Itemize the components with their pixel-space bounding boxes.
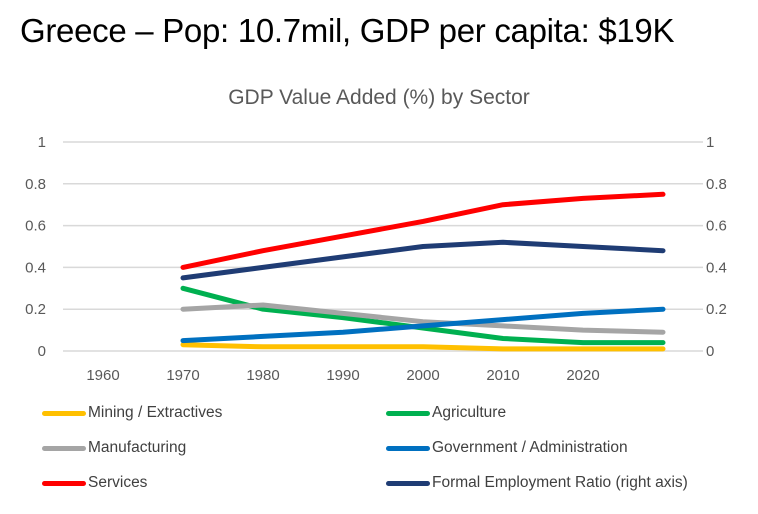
y-axis-left: 0 0.2 0.4 0.6 0.8 1 — [25, 134, 46, 360]
legend-item-services: Services — [42, 474, 147, 492]
chart-title: GDP Value Added (%) by Sector — [228, 86, 530, 109]
y-tick-label-right: 0.4 — [706, 259, 727, 276]
legend-label-agriculture: Agriculture — [432, 404, 507, 421]
y-tick-label-left: 0.8 — [25, 176, 46, 193]
legend-swatch-agriculture — [386, 410, 430, 416]
y-tick-label-left: 0.6 — [25, 218, 46, 235]
y-tick-label-left: 0 — [38, 343, 46, 360]
x-tick-label: 2000 — [406, 367, 439, 384]
y-tick-label-left: 0.2 — [25, 301, 46, 318]
x-tick-label: 1970 — [166, 367, 199, 384]
legend-swatch-government — [386, 445, 430, 451]
series-line-services — [180, 191, 666, 270]
legend-swatch-services — [42, 480, 86, 486]
series-line-government-administration — [180, 306, 666, 344]
legend-label-government: Government / Administration — [432, 439, 628, 456]
legend-item-manufacturing: Manufacturing — [42, 439, 186, 457]
x-tick-label: 2010 — [486, 367, 519, 384]
y-tick-label-right: 0.8 — [706, 176, 727, 193]
x-axis: 1960 1970 1980 1990 2000 2010 2020 — [86, 367, 599, 384]
series-lines — [180, 191, 666, 352]
legend-label-employment: Formal Employment Ratio (right axis) — [432, 474, 688, 491]
y-tick-label-left: 1 — [38, 134, 46, 151]
legend-label-services: Services — [88, 474, 148, 491]
legend-item-agriculture: Agriculture — [386, 404, 506, 422]
x-tick-label: 1990 — [326, 367, 359, 384]
legend-swatch-manufacturing — [42, 445, 86, 451]
y-tick-label-right: 1 — [706, 134, 714, 151]
x-tick-label: 2020 — [566, 367, 599, 384]
y-axis-right: 0 0.2 0.4 0.6 0.8 1 — [706, 134, 727, 360]
x-tick-label: 1980 — [246, 367, 279, 384]
x-tick-label: 1960 — [86, 367, 119, 384]
y-tick-label-right: 0.6 — [706, 218, 727, 235]
series-line-mining-extractives — [180, 342, 666, 352]
legend-item-government: Government / Administration — [386, 439, 628, 457]
series-line-formal-employment-ratio-right-axis — [180, 239, 666, 281]
y-tick-label-right: 0.2 — [706, 301, 727, 318]
legend-label-manufacturing: Manufacturing — [88, 439, 187, 456]
legend-item-employment: Formal Employment Ratio (right axis) — [386, 474, 688, 492]
y-tick-label-right: 0 — [706, 343, 714, 360]
page-title: Greece – Pop: 10.7mil, GDP per capita: $… — [20, 12, 675, 49]
line-chart: 00.20.40.60.81 00.20.40.60.81 1960 1970 19… — [25, 134, 727, 384]
legend-label-mining: Mining / Extractives — [88, 404, 223, 421]
series-line-manufacturing — [180, 302, 666, 335]
legend-swatch-mining — [42, 410, 86, 416]
y-tick-label-left: 0.4 — [25, 259, 46, 276]
legend-swatch-employment — [386, 480, 430, 486]
legend-item-mining: Mining / Extractives — [42, 404, 222, 422]
